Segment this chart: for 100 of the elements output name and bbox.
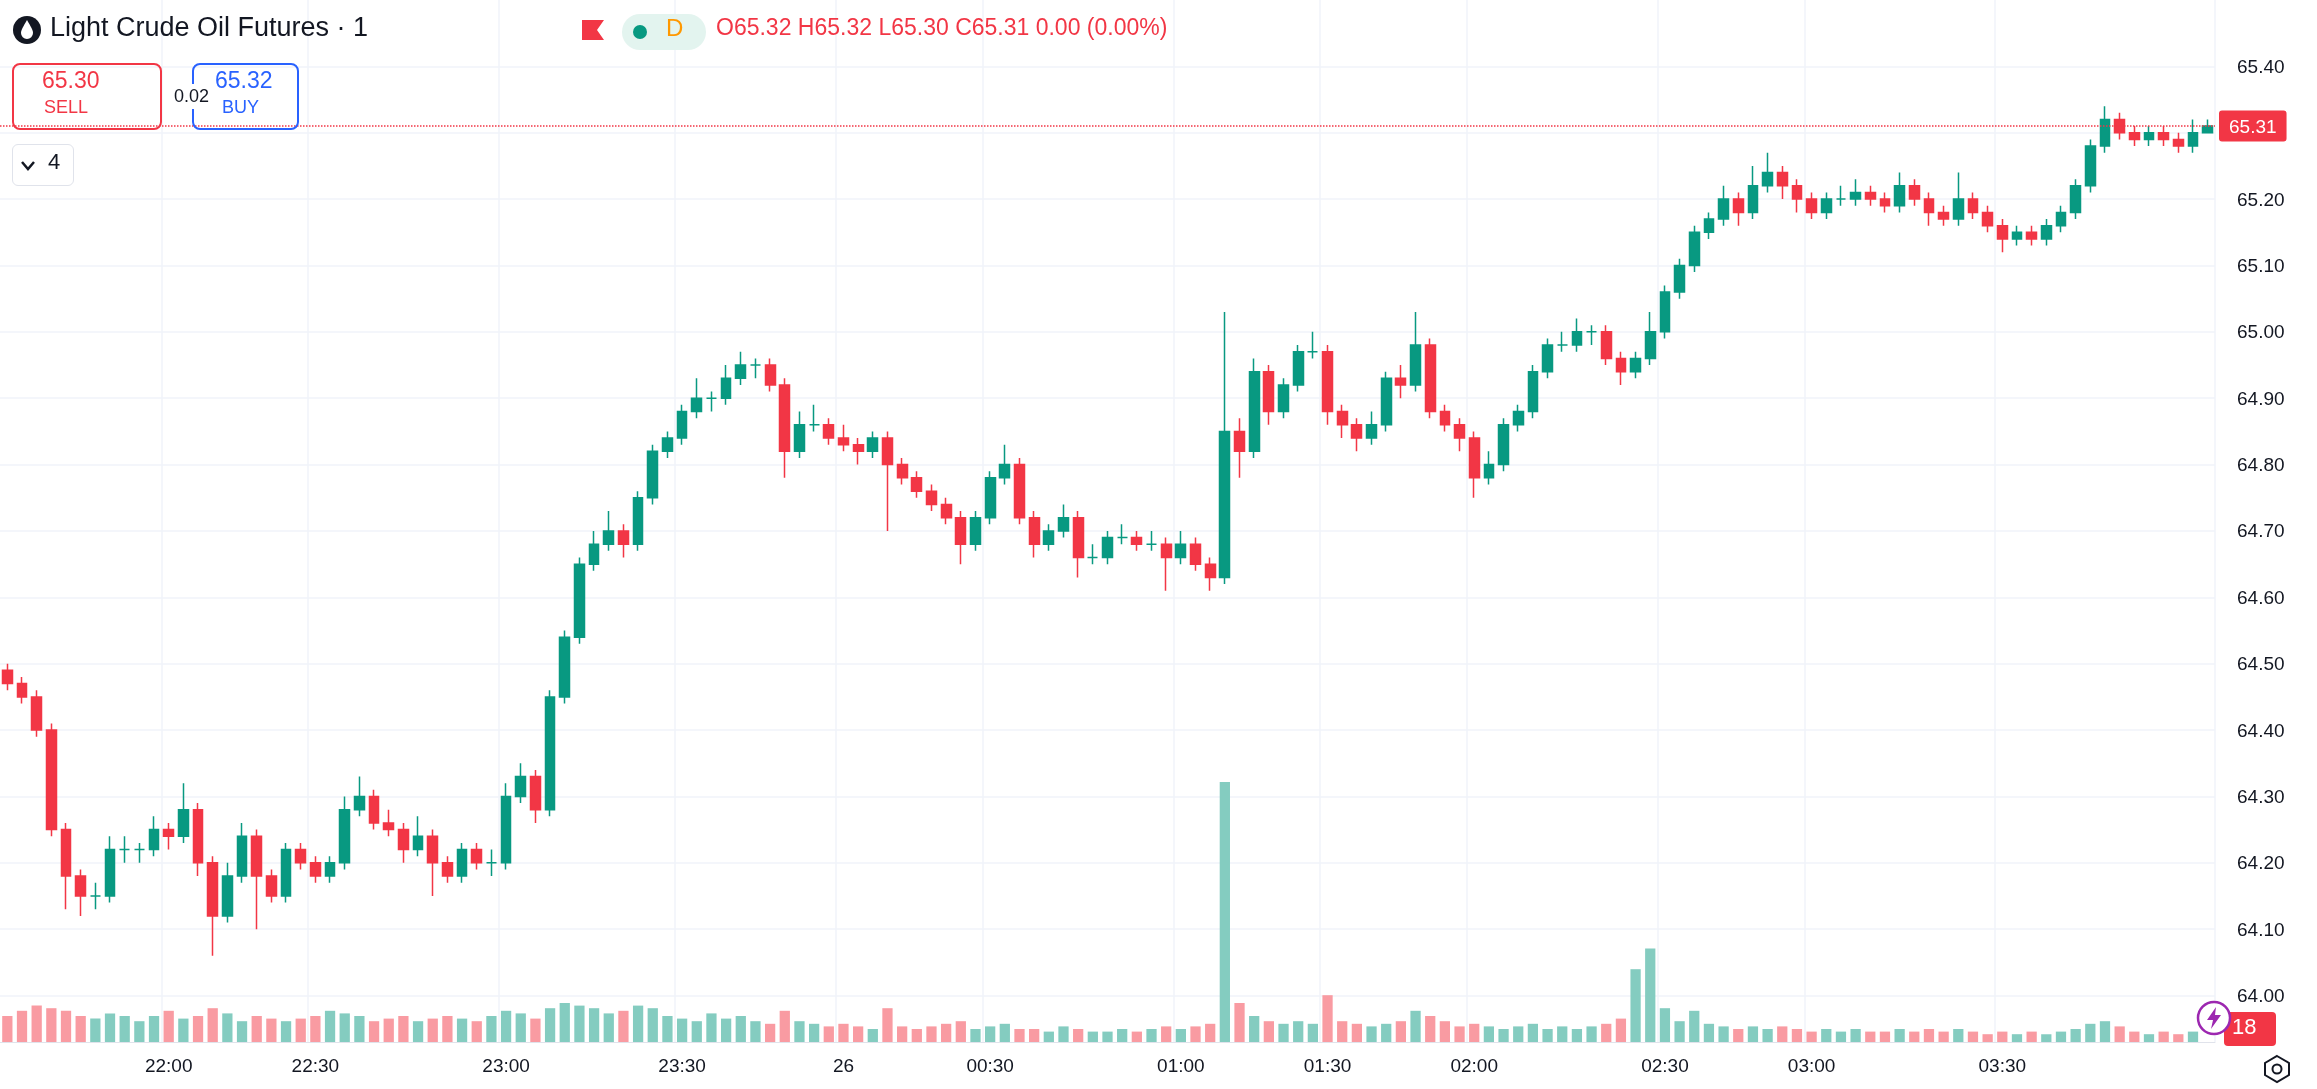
- bar: [1058, 1026, 1069, 1042]
- bar: [1337, 1021, 1348, 1042]
- x-tick-label: 26: [832, 1055, 855, 1076]
- bar: [1146, 1029, 1157, 1042]
- bar: [2158, 1031, 2169, 1042]
- bar: [706, 1013, 717, 1042]
- bar: [427, 1018, 438, 1042]
- bar: [750, 1021, 761, 1042]
- text: 18: [2232, 1014, 2257, 1040]
- candlestick: [954, 510, 967, 565]
- bar: [383, 1018, 394, 1042]
- bar: [2187, 1031, 2199, 1042]
- bar: [1483, 1026, 1495, 1042]
- bar: [2114, 1026, 2125, 1042]
- bar: [530, 1018, 541, 1042]
- bar: [1997, 1031, 2008, 1042]
- bar: [1601, 1023, 1612, 1042]
- candlestick: [1923, 191, 1935, 227]
- bar: [764, 1023, 776, 1042]
- candlestick: [896, 457, 909, 486]
- candlestick: [1791, 178, 1803, 214]
- candlestick: [1439, 404, 1451, 433]
- candlestick: [1468, 430, 1481, 499]
- bar: [1659, 1008, 1671, 1042]
- ref-line-label: 65.31: [2229, 115, 2277, 137]
- candlestick: [250, 828, 263, 930]
- y-tick-label: 64.40: [2237, 719, 2285, 741]
- bar: [75, 1016, 86, 1042]
- bar: [2, 1016, 13, 1042]
- candlestick: [1615, 351, 1627, 386]
- candlestick: [118, 835, 131, 864]
- candlestick: [45, 722, 58, 837]
- bar: [456, 1018, 468, 1042]
- candlestick: [2055, 205, 2067, 234]
- candlestick: [2187, 118, 2199, 154]
- candlestick: [456, 842, 468, 884]
- candlestick: [617, 523, 630, 559]
- bar: [1762, 1029, 1773, 1042]
- bar: [398, 1016, 409, 1042]
- candlestick: [1086, 543, 1099, 565]
- candlestick: [1600, 324, 1613, 366]
- candlestick: [382, 808, 395, 837]
- candlestick: [206, 855, 219, 957]
- candlestick: [1, 662, 14, 691]
- candlestick: [837, 424, 850, 453]
- candlestick: [676, 404, 688, 446]
- candlestick: [60, 822, 72, 911]
- bar: [339, 1013, 350, 1042]
- bar: [574, 1005, 585, 1042]
- bar: [207, 1008, 218, 1042]
- y-tick-label: 65.20: [2237, 188, 2285, 210]
- candlestick: [1365, 410, 1378, 446]
- bar: [1557, 1026, 1568, 1042]
- candlestick: [30, 689, 43, 738]
- annotation: SELL: [44, 97, 89, 118]
- candlestick: [1262, 364, 1275, 426]
- candlestick: [514, 762, 527, 804]
- annotation: D: [666, 14, 684, 42]
- bar: [515, 1013, 526, 1042]
- candlestick: [573, 556, 586, 645]
- candlestick: [1527, 364, 1539, 419]
- bar: [2143, 1034, 2155, 1042]
- bar: [1249, 1016, 1260, 1042]
- candlestick: [1233, 417, 1246, 479]
- bar: [1542, 1029, 1553, 1042]
- bar: [310, 1016, 321, 1042]
- candlestick: [1380, 370, 1393, 433]
- bar: [1498, 1029, 1509, 1042]
- bar: [60, 1010, 72, 1042]
- candlestick: [1571, 317, 1583, 353]
- x-tick-label: 01:00: [1157, 1055, 1205, 1076]
- candlestick: [1820, 191, 1833, 220]
- bar: [134, 1021, 145, 1042]
- bar: [104, 1013, 116, 1042]
- candlestick: [368, 789, 380, 831]
- bar: [1527, 1023, 1539, 1042]
- candlestick: [881, 430, 894, 532]
- candlestick: [1336, 404, 1349, 439]
- candlestick: [1145, 530, 1158, 552]
- candlestick: [324, 855, 336, 884]
- bar: [1117, 1029, 1128, 1042]
- candlestick: [705, 390, 718, 413]
- candlestick: [338, 795, 351, 871]
- candlestick: [2069, 178, 2082, 220]
- candlestick: [236, 822, 248, 884]
- candlestick: [104, 835, 116, 904]
- candlestick: [1013, 457, 1026, 526]
- candlestick: [1747, 165, 1759, 220]
- bar: [1131, 1031, 1142, 1042]
- candlestick: [1497, 417, 1510, 472]
- bar: [500, 1010, 512, 1042]
- bar: [970, 1029, 981, 1042]
- bar: [1190, 1026, 1201, 1042]
- x-tick-label: 23:00: [482, 1055, 530, 1076]
- candlestick: [661, 430, 674, 459]
- bar: [1410, 1010, 1421, 1042]
- bar: [1733, 1029, 1744, 1042]
- bar: [676, 1018, 688, 1042]
- x-tick-label: 02:00: [1450, 1055, 1498, 1076]
- candlestick: [1541, 337, 1554, 380]
